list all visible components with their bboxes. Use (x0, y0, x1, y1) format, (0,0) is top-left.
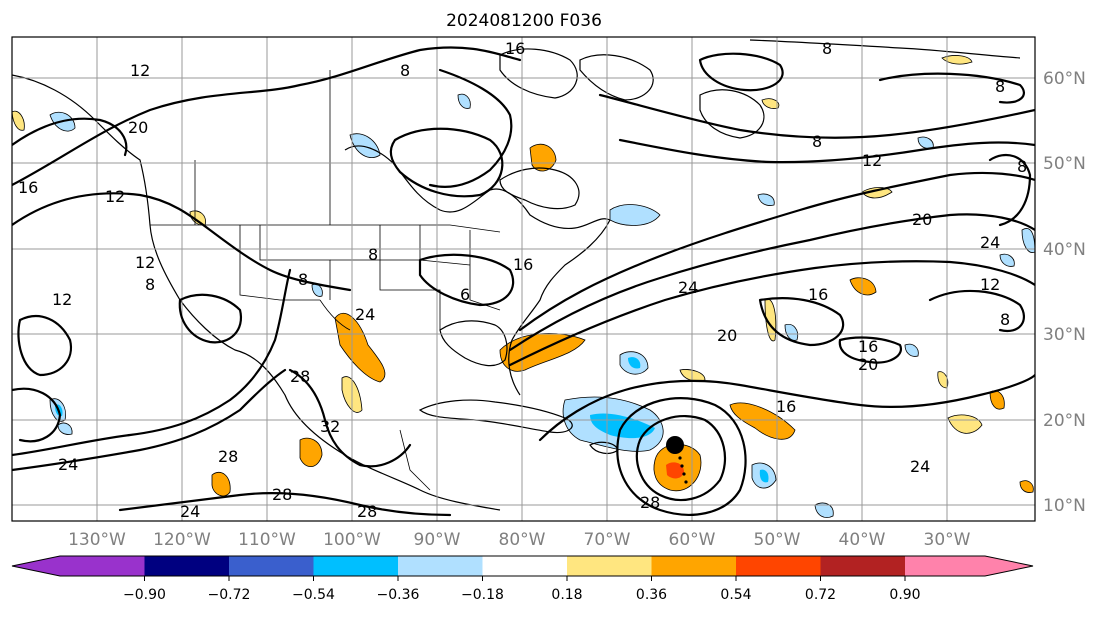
lat-label: 40°N (1043, 240, 1086, 260)
colorbar-segment (905, 556, 985, 576)
lon-label: 50°W (754, 530, 801, 550)
colorbar-segment (820, 556, 905, 576)
lon-label: 110°W (238, 530, 296, 550)
contour-label: 8 (822, 39, 832, 58)
contour-labels: 8 16 20 12 16 12 12 8 12 8 8 24 16 24 28… (18, 39, 1027, 521)
colorbar-extend-min (12, 556, 60, 576)
contour-label: 8 (812, 132, 822, 151)
colorbar-segment (651, 556, 736, 576)
contour-label: 24 (980, 233, 1000, 252)
colorbar-segment (398, 556, 483, 576)
storm-track (666, 436, 688, 484)
colorbar-tick-label: −0.72 (208, 587, 251, 603)
contour-label: 8 (1000, 310, 1010, 329)
colorbar-tick-label: 0.90 (889, 587, 920, 603)
colorbar-tick-label: 0.72 (805, 587, 836, 603)
lon-label: 90°W (414, 530, 461, 550)
map-area: 8 16 20 12 16 12 12 8 12 8 8 24 16 24 28… (12, 37, 1035, 521)
figure-title: 2024081200 F036 (446, 11, 602, 31)
colorbar-segment (60, 556, 145, 576)
lat-label: 60°N (1043, 69, 1086, 89)
contour-label: 16 (776, 397, 796, 416)
contour-label: 12 (52, 290, 72, 309)
contour-label: 24 (58, 455, 78, 474)
colorbar-segment (144, 556, 229, 576)
graticule (12, 37, 1035, 521)
contour-label: 8 (145, 275, 155, 294)
contour-label: 8 (298, 270, 308, 289)
contour-label: 12 (105, 187, 125, 206)
colorbar-tick-label: −0.90 (123, 587, 166, 603)
colorbar-ticks (144, 576, 906, 581)
lat-label: 20°N (1043, 411, 1086, 431)
contour-label: 32 (320, 417, 340, 436)
contour-label: 24 (355, 305, 375, 324)
contour-label: 12 (980, 275, 1000, 294)
contour-label: 28 (357, 502, 377, 521)
lon-label: 30°W (924, 530, 971, 550)
longitude-labels: 130°W 120°W 110°W 100°W 90°W 80°W 70°W 6… (68, 530, 971, 550)
contour-label: 8 (995, 77, 1005, 96)
contour-label: 28 (272, 485, 292, 504)
lat-label: 30°N (1043, 325, 1086, 345)
lon-label: 60°W (669, 530, 716, 550)
contour-label: 16 (18, 178, 38, 197)
contour-label: 20 (858, 355, 878, 374)
contour-label: 24 (910, 457, 930, 476)
latitude-labels: 60°N 50°N 40°N 30°N 20°N 10°N (1043, 69, 1086, 516)
colorbar-extend-max (985, 556, 1033, 576)
colorbar: −0.90 −0.72 −0.54 −0.36 −0.18 0.18 0.36 … (11, 555, 1034, 603)
lon-label: 100°W (323, 530, 381, 550)
contour-label: 12 (862, 151, 882, 170)
colorbar-tick-label: −0.18 (461, 587, 504, 603)
contour-label: 28 (640, 493, 660, 512)
contour-label: 20 (128, 118, 148, 137)
contour-label: 16 (505, 39, 525, 58)
political-borders (150, 70, 501, 491)
contour-label: 20 (912, 210, 932, 229)
contour-label: 20 (717, 326, 737, 345)
contour-label: 24 (678, 278, 698, 297)
colorbar-segment (229, 556, 314, 576)
colorbar-tick-label: 0.18 (551, 587, 582, 603)
contour-label: 28 (218, 447, 238, 466)
contour-label: 16 (808, 285, 828, 304)
contour-label: 12 (130, 61, 150, 80)
lon-label: 80°W (499, 530, 546, 550)
colorbar-tick-label: 0.54 (720, 587, 751, 603)
contour-label: 8 (1017, 157, 1027, 176)
contour-label: 8 (400, 61, 410, 80)
contour-label: 16 (858, 337, 878, 356)
lon-label: 40°W (839, 530, 886, 550)
contour-lines (12, 46, 1035, 517)
contour-label: 6 (460, 285, 470, 304)
storm-center-marker (666, 436, 684, 454)
contour-label: 12 (135, 253, 155, 272)
colorbar-segment (313, 556, 398, 576)
colorbar-tick-labels: −0.90 −0.72 −0.54 −0.36 −0.18 0.18 0.36 … (123, 587, 921, 603)
colorbar-segment (567, 556, 652, 576)
contour-label: 24 (180, 502, 200, 521)
colorbar-segment (736, 556, 821, 576)
contour-label: 16 (513, 255, 533, 274)
map-frame (11, 36, 1036, 522)
lon-label: 70°W (584, 530, 631, 550)
colorbar-tick-label: −0.54 (292, 587, 335, 603)
colorbar-tick-label: −0.36 (377, 587, 420, 603)
lon-label: 130°W (68, 530, 126, 550)
lat-label: 10°N (1043, 496, 1086, 516)
colorbar-tick-label: 0.36 (636, 587, 667, 603)
lat-label: 50°N (1043, 154, 1086, 174)
lon-label: 120°W (153, 530, 211, 550)
contour-label: 28 (290, 367, 310, 386)
contour-label: 8 (368, 245, 378, 264)
colorbar-segment (482, 556, 567, 576)
